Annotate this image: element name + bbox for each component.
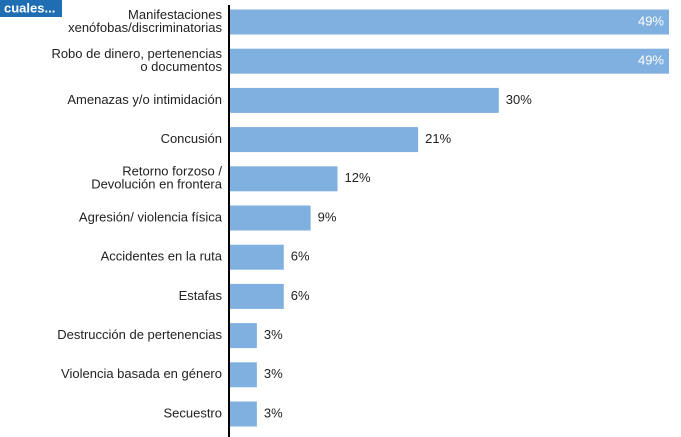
value-label: 6% [291,288,310,303]
bar [230,362,257,388]
category-label: o documentos [140,59,222,74]
value-label: 49% [638,13,664,28]
value-label: 12% [345,170,371,185]
category-label: Destrucción de pertenencias [57,327,222,342]
category-label: Retorno forzoso / [122,164,222,179]
category-label: Concusión [161,131,222,146]
category-label: Secuestro [163,405,222,420]
category-label: xenófobas/discriminatorias [68,20,222,35]
bar [230,401,257,427]
bar [230,283,284,309]
bar [230,244,284,270]
category-label: Estafas [179,288,223,303]
category-label: Amenazas y/o intimidación [67,92,222,107]
value-label: 9% [318,209,337,224]
bar [230,127,419,153]
bar [230,9,669,35]
chart-title: cuales... [4,0,55,15]
category-label: Accidentes en la ruta [101,249,223,264]
category-label: Manifestaciones [128,7,222,22]
category-label: Robo de dinero, pertenencias [51,46,222,61]
value-label: 6% [291,249,310,264]
bar [230,166,338,192]
category-label: Devolución en frontera [91,177,223,192]
bar [230,205,311,231]
category-label: Agresión/ violencia física [79,209,223,224]
bar [230,48,669,74]
bar [230,323,257,349]
value-label: 21% [425,131,451,146]
category-label: Violencia basada en género [61,366,222,381]
value-label: 3% [264,405,283,420]
value-label: 3% [264,366,283,381]
title-box [0,0,62,17]
value-label: 49% [638,53,664,68]
value-label: 3% [264,327,283,342]
value-label: 30% [506,92,532,107]
bar [230,87,499,113]
